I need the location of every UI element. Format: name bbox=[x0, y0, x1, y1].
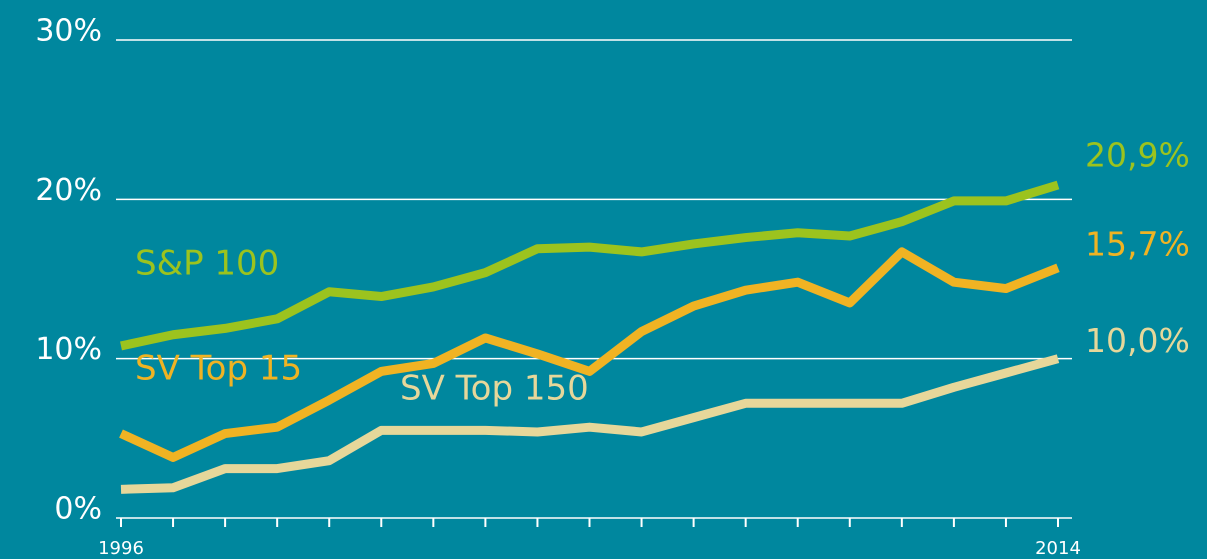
series-name-label: S&P 100 bbox=[135, 244, 279, 284]
series-name-label: SV Top 15 bbox=[135, 349, 302, 389]
end-value-label: 15,7% bbox=[1085, 224, 1190, 263]
series-line bbox=[119, 247, 1060, 462]
x-tick-label: 1996 bbox=[98, 538, 144, 559]
y-tick-label: 20% bbox=[35, 173, 102, 208]
y-tick-label: 0% bbox=[54, 492, 102, 527]
end-value-label: 20,9% bbox=[1085, 135, 1190, 174]
y-tick-label: 30% bbox=[35, 14, 102, 49]
series-name-label: SV Top 150 bbox=[400, 369, 589, 409]
series-line bbox=[120, 180, 1060, 351]
y-tick-label: 10% bbox=[35, 332, 102, 367]
series-line bbox=[120, 354, 1060, 494]
end-value-label: 10,0% bbox=[1085, 321, 1190, 360]
x-tick-label: 2014 bbox=[1035, 538, 1081, 559]
